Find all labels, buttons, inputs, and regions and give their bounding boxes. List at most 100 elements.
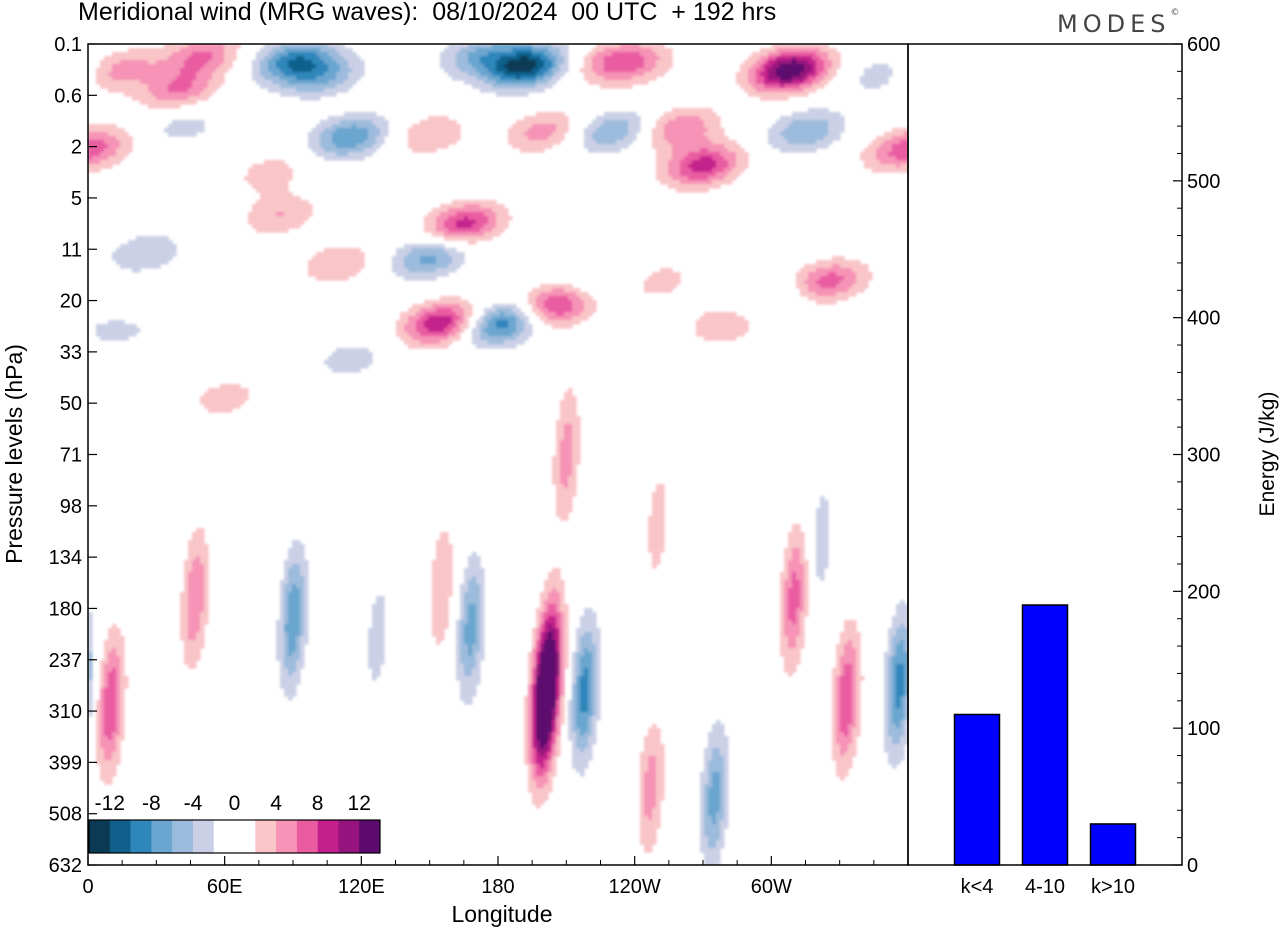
heatmap-cell (184, 568, 189, 573)
heatmap-cell (176, 68, 181, 73)
heatmap-cell (752, 56, 757, 61)
heatmap-cell (284, 164, 289, 169)
heatmap-cell (576, 292, 581, 297)
heatmap-cell (508, 140, 513, 145)
heatmap-cell (664, 268, 669, 273)
heatmap-cell (660, 156, 665, 161)
heatmap-cell (608, 136, 613, 141)
heatmap-cell (896, 164, 901, 169)
heatmap-cell (256, 212, 261, 217)
heatmap-cell (644, 56, 649, 61)
heatmap-cell (340, 140, 345, 145)
heatmap-cell (204, 396, 209, 401)
heatmap-cell (96, 136, 101, 141)
heatmap-cell (732, 312, 737, 317)
heatmap-cell (88, 168, 93, 173)
heatmap-cell (688, 132, 693, 137)
heatmap-cell (808, 264, 813, 269)
heatmap-cell (552, 52, 557, 57)
heatmap-cell (716, 124, 721, 129)
heatmap-cell (468, 204, 473, 209)
heatmap-cell (720, 140, 725, 145)
heatmap-cell (460, 204, 465, 209)
heatmap-cell (296, 544, 301, 549)
heatmap-cell (212, 396, 217, 401)
heatmap-cell (128, 92, 133, 97)
heatmap-cell (416, 336, 421, 341)
heatmap-cell (628, 84, 633, 89)
heatmap-cell (276, 228, 281, 233)
heatmap-cell (560, 316, 565, 321)
heatmap-cell (492, 80, 497, 85)
heatmap-cell (712, 328, 717, 333)
heatmap-cell (500, 344, 505, 349)
heatmap-cell (184, 88, 189, 93)
heatmap-cell (712, 336, 717, 341)
heatmap-cell (668, 112, 673, 117)
heatmap-cell (336, 144, 341, 149)
heatmap-cell (432, 304, 437, 309)
heatmap-cell (660, 132, 665, 137)
heatmap-cell (104, 56, 109, 61)
heatmap-cell (892, 148, 897, 153)
heatmap-cell (488, 308, 493, 313)
heatmap-cell (144, 48, 149, 53)
heatmap-cell (472, 332, 477, 337)
heatmap-cell (780, 120, 785, 125)
heatmap-cell (324, 132, 329, 137)
heatmap-cell (460, 216, 465, 221)
heatmap-cell (808, 52, 813, 57)
heatmap-cell (448, 264, 453, 269)
heatmap-cell (340, 136, 345, 141)
heatmap-cell (228, 64, 233, 69)
heatmap-cell (888, 132, 893, 137)
heatmap-cell (292, 72, 297, 77)
heatmap-cell (640, 56, 645, 61)
heatmap-cell (280, 200, 285, 205)
heatmap-cell (296, 68, 301, 73)
heatmap-cell (356, 156, 361, 161)
heatmap-cell (876, 144, 881, 149)
heatmap-cell (304, 76, 309, 81)
heatmap-cell (448, 556, 453, 561)
heatmap-cell (420, 308, 425, 313)
heatmap-cell (120, 336, 125, 341)
heatmap-cell (880, 160, 885, 165)
heatmap-cell (224, 60, 229, 65)
heatmap-cell (272, 72, 277, 77)
heatmap-cell (124, 64, 129, 69)
heatmap-cell (144, 52, 149, 57)
heatmap-cell (416, 312, 421, 317)
heatmap-cell (444, 548, 449, 553)
heatmap-cell (528, 144, 533, 149)
heatmap-cell (652, 52, 657, 57)
heatmap-cell (288, 56, 293, 61)
heatmap-cell (484, 340, 489, 345)
heatmap-cell (852, 288, 857, 293)
heatmap-cell (428, 324, 433, 329)
heatmap-cell (424, 124, 429, 129)
heatmap-cell (592, 308, 597, 313)
heatmap-cell (820, 528, 825, 533)
heatmap-cell (412, 148, 417, 153)
heatmap-cell (560, 60, 565, 65)
heatmap-cell (316, 84, 321, 89)
heatmap-cell (676, 164, 681, 169)
heatmap-cell (324, 88, 329, 93)
heatmap-cell (432, 148, 437, 153)
heatmap-cell (220, 408, 225, 413)
heatmap-cell (344, 364, 349, 369)
heatmap-cell (256, 172, 261, 177)
heatmap-cell (368, 136, 373, 141)
heatmap-cell (512, 92, 517, 97)
heatmap-cell (136, 260, 141, 265)
heatmap-cell (256, 68, 261, 73)
heatmap-cell (448, 64, 453, 69)
heatmap-cell (796, 116, 801, 121)
heatmap-cell (188, 568, 193, 573)
heatmap-cell (168, 248, 173, 253)
heatmap-cell (884, 164, 889, 169)
heatmap-cell (564, 48, 569, 53)
heatmap-cell (520, 144, 525, 149)
heatmap-cell (184, 52, 189, 57)
